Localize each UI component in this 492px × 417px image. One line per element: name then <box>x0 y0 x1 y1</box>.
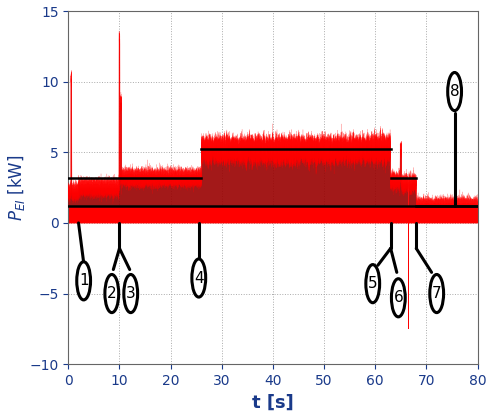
Circle shape <box>192 259 206 297</box>
Circle shape <box>392 279 405 317</box>
Y-axis label: $P_{EI}$ [kW]: $P_{EI}$ [kW] <box>5 155 27 221</box>
Text: 2: 2 <box>107 286 117 301</box>
Text: 6: 6 <box>394 290 403 305</box>
X-axis label: t [s]: t [s] <box>252 394 294 412</box>
Circle shape <box>77 262 91 300</box>
Text: 3: 3 <box>126 286 136 301</box>
Circle shape <box>105 274 119 313</box>
Text: 1: 1 <box>79 273 89 288</box>
Text: 7: 7 <box>432 286 441 301</box>
Circle shape <box>430 274 444 313</box>
Text: 5: 5 <box>368 276 377 291</box>
Circle shape <box>124 274 138 313</box>
Circle shape <box>366 265 380 303</box>
Text: 8: 8 <box>450 84 460 99</box>
Text: 4: 4 <box>194 271 204 286</box>
Circle shape <box>448 73 461 111</box>
